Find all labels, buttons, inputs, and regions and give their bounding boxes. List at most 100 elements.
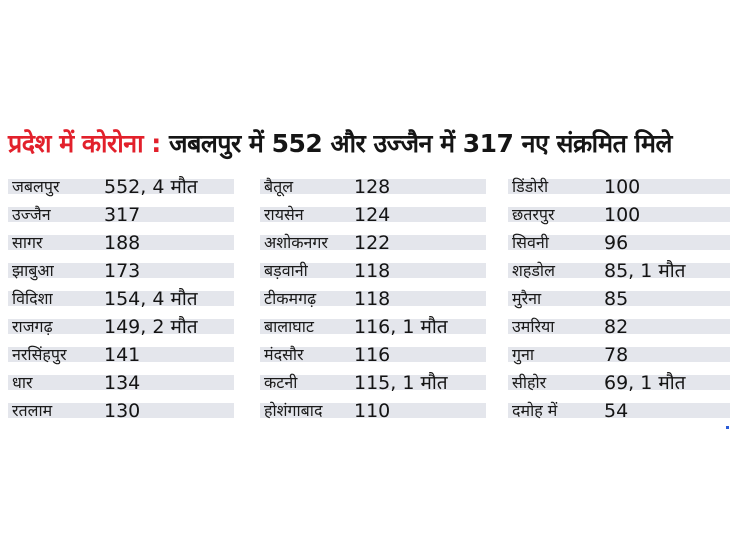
case-count: 128 xyxy=(354,176,391,198)
table-row: उज्जैन 317 xyxy=(8,201,234,229)
district-column-1: जबलपुर 552, 4 मौत उज्जैन 317 सागर 188 झाबुआ 173… xyxy=(8,173,234,425)
row-band xyxy=(8,347,234,362)
row-band xyxy=(8,179,234,194)
case-count: 154, 4 मौत xyxy=(104,288,198,310)
table-row: दमोह में 54 xyxy=(508,397,730,425)
district-name: शहडोल xyxy=(512,261,555,280)
case-count: 124 xyxy=(354,204,391,226)
case-count: 100 xyxy=(604,176,641,198)
district-name: उमरिया xyxy=(512,317,555,336)
headline: प्रदेश में कोरोना : जबलपुर में 552 और उज… xyxy=(8,124,724,164)
case-count: 317 xyxy=(104,204,141,226)
table-row: बालाघाट 116, 1 मौत xyxy=(260,313,486,341)
row-band xyxy=(8,235,234,250)
row-band xyxy=(508,207,730,222)
row-band xyxy=(260,347,486,362)
table-row: बैतूल 128 xyxy=(260,173,486,201)
table-row: मुरैना 85 xyxy=(508,285,730,313)
table-row: सागर 188 xyxy=(8,229,234,257)
case-count: 78 xyxy=(604,344,629,366)
district-name: नरसिंहपुर xyxy=(12,345,67,364)
table-row: मंदसौर 116 xyxy=(260,341,486,369)
district-name: डिंडोरी xyxy=(512,177,549,196)
district-name: धार xyxy=(12,373,33,392)
case-count: 134 xyxy=(104,372,141,394)
table-row: विदिशा 154, 4 मौत xyxy=(8,285,234,313)
row-band xyxy=(260,375,486,390)
district-name: बैतूल xyxy=(264,177,294,196)
district-name: छतरपुर xyxy=(512,205,555,224)
case-count: 85 xyxy=(604,288,629,310)
table-row: धार 134 xyxy=(8,369,234,397)
case-count: 100 xyxy=(604,204,641,226)
table-row: रतलाम 130 xyxy=(8,397,234,425)
case-count: 552, 4 मौत xyxy=(104,176,198,198)
case-count: 69, 1 मौत xyxy=(604,372,686,394)
district-name: बालाघाट xyxy=(264,317,314,336)
table-row: शहडोल 85, 1 मौत xyxy=(508,257,730,285)
case-count: 96 xyxy=(604,232,629,254)
case-count: 141 xyxy=(104,344,141,366)
row-band xyxy=(8,207,234,222)
district-name: बड़वानी xyxy=(264,261,308,280)
row-band xyxy=(260,179,486,194)
case-count: 118 xyxy=(354,260,391,282)
row-band xyxy=(260,207,486,222)
row-band xyxy=(260,403,486,418)
district-name: दमोह में xyxy=(512,401,558,420)
case-count: 115, 1 मौत xyxy=(354,372,448,394)
district-name: मुरैना xyxy=(512,289,542,308)
table-row: रायसेन 124 xyxy=(260,201,486,229)
district-name: विदिशा xyxy=(12,289,53,308)
district-column-3: डिंडोरी 100 छतरपुर 100 सिवनी 96 शहडोल 85, 1 मौत… xyxy=(508,173,730,425)
district-name: जबलपुर xyxy=(12,177,60,196)
case-count: 82 xyxy=(604,316,629,338)
case-count: 116 xyxy=(354,344,391,366)
table-row: झाबुआ 173 xyxy=(8,257,234,285)
row-band xyxy=(260,319,486,334)
case-count: 116, 1 मौत xyxy=(354,316,448,338)
table-row: सिवनी 96 xyxy=(508,229,730,257)
case-count: 130 xyxy=(104,400,141,422)
headline-text: जबलपुर में 552 और उज्जैन में 317 नए संक्… xyxy=(169,129,672,158)
district-name: टीकमगढ़ xyxy=(264,289,317,308)
district-column-2: बैतूल 128 रायसेन 124 अशोकनगर 122 बड़वानी 118 टीक… xyxy=(260,173,486,425)
corner-mark xyxy=(726,426,729,429)
district-name: गुना xyxy=(512,345,535,364)
district-name: होशंगाबाद xyxy=(264,401,323,420)
table-row: राजगढ़ 149, 2 मौत xyxy=(8,313,234,341)
district-name: सागर xyxy=(12,233,43,252)
district-name: कटनी xyxy=(264,373,298,392)
case-count: 149, 2 मौत xyxy=(104,316,198,338)
district-name: झाबुआ xyxy=(12,261,54,280)
table-row: टीकमगढ़ 118 xyxy=(260,285,486,313)
table-row: होशंगाबाद 110 xyxy=(260,397,486,425)
table-row: गुना 78 xyxy=(508,341,730,369)
table-row: छतरपुर 100 xyxy=(508,201,730,229)
table-row: सीहोर 69, 1 मौत xyxy=(508,369,730,397)
table-row: अशोकनगर 122 xyxy=(260,229,486,257)
row-band xyxy=(508,291,730,306)
district-name: रतलाम xyxy=(12,401,53,420)
case-count: 85, 1 मौत xyxy=(604,260,686,282)
row-band xyxy=(260,235,486,250)
row-band xyxy=(8,291,234,306)
row-band xyxy=(8,319,234,334)
row-band xyxy=(508,179,730,194)
table-row: उमरिया 82 xyxy=(508,313,730,341)
row-band xyxy=(508,319,730,334)
headline-label: प्रदेश में कोरोना : xyxy=(8,129,161,158)
district-table: जबलपुर 552, 4 मौत उज्जैन 317 सागर 188 झाबुआ 173… xyxy=(8,173,730,422)
table-row: बड़वानी 118 xyxy=(260,257,486,285)
row-band xyxy=(508,263,730,278)
district-name: सिवनी xyxy=(512,233,549,252)
row-band xyxy=(8,403,234,418)
table-row: डिंडोरी 100 xyxy=(508,173,730,201)
district-name: राजगढ़ xyxy=(12,317,53,336)
table-row: जबलपुर 552, 4 मौत xyxy=(8,173,234,201)
case-count: 188 xyxy=(104,232,141,254)
row-band xyxy=(508,375,730,390)
row-band xyxy=(8,375,234,390)
row-band xyxy=(260,263,486,278)
case-count: 54 xyxy=(604,400,629,422)
